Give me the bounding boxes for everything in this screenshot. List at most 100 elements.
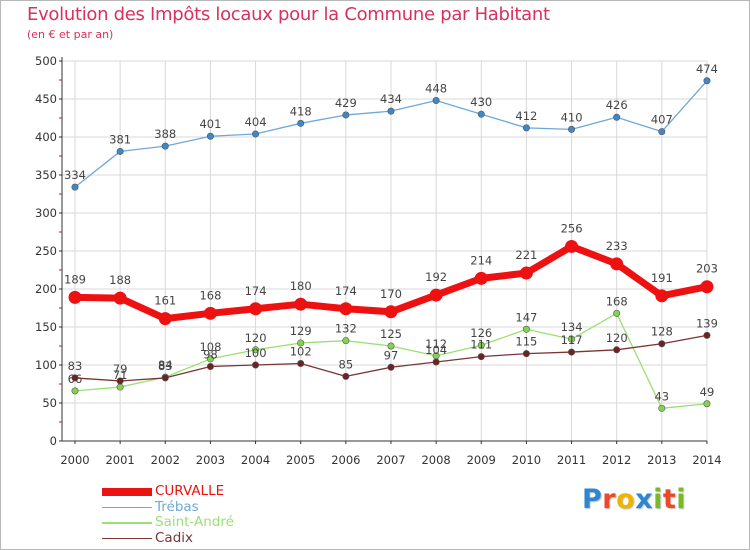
- data-label: 139: [696, 316, 718, 330]
- data-label: 129: [290, 324, 312, 338]
- data-label: 189: [64, 272, 86, 286]
- data-label: 407: [651, 113, 673, 127]
- data-point: [522, 350, 530, 358]
- x-tick-label: 2000: [60, 453, 89, 467]
- data-label: 174: [335, 284, 357, 298]
- data-point: [294, 297, 308, 311]
- data-point: [113, 291, 127, 305]
- data-point: [568, 335, 576, 343]
- data-label: 126: [470, 326, 492, 340]
- legend-label: CURVALLE: [155, 483, 225, 499]
- data-label: 97: [384, 348, 399, 362]
- data-label: 418: [290, 104, 312, 118]
- data-label: 84: [158, 358, 173, 372]
- data-label: 168: [199, 288, 221, 302]
- y-tick-label: 250: [35, 244, 57, 258]
- data-point: [339, 302, 353, 316]
- data-label: 404: [245, 115, 267, 129]
- x-tick-label: 2004: [241, 453, 270, 467]
- data-point: [161, 374, 169, 382]
- data-point: [297, 339, 305, 347]
- data-label: 214: [470, 253, 492, 267]
- legend-label: Trébas: [155, 498, 199, 515]
- data-label: 102: [290, 344, 312, 358]
- x-tick-label: 2007: [376, 453, 405, 467]
- legend-swatch: [102, 488, 152, 496]
- data-point: [71, 183, 79, 191]
- data-label: 256: [561, 221, 583, 235]
- data-point: [342, 337, 350, 345]
- data-label: 430: [470, 95, 492, 109]
- chart-subtitle: (en € et par an): [27, 28, 114, 41]
- logo-letter: x: [635, 484, 654, 515]
- data-point: [658, 340, 666, 348]
- y-tick-label: 50: [42, 396, 57, 410]
- legend-swatch: [102, 506, 152, 509]
- data-label: 108: [199, 340, 221, 354]
- data-label: 203: [696, 262, 718, 276]
- legend-label: Saint-André: [155, 514, 234, 530]
- legend-swatch: [102, 522, 152, 524]
- data-point: [432, 97, 440, 105]
- data-label: 426: [606, 98, 628, 112]
- data-label: 191: [651, 271, 673, 285]
- logo-letter: P: [582, 484, 603, 515]
- data-point: [477, 341, 485, 349]
- data-label: 170: [380, 287, 402, 301]
- data-label: 85: [339, 357, 354, 371]
- y-tick-label: 150: [35, 320, 57, 334]
- x-tick-label: 2003: [196, 453, 225, 467]
- data-point: [519, 266, 533, 280]
- legend-label: Cadix: [155, 529, 194, 546]
- data-point: [252, 346, 260, 354]
- data-label: 334: [64, 168, 86, 182]
- data-label: 161: [154, 294, 176, 308]
- data-point: [252, 361, 260, 369]
- data-label: 401: [199, 117, 221, 131]
- data-point: [658, 404, 666, 412]
- data-label: 434: [380, 92, 402, 106]
- data-point: [565, 239, 579, 253]
- x-tick-label: 2010: [512, 453, 541, 467]
- data-label: 188: [109, 273, 131, 287]
- y-tick-label: 450: [35, 92, 57, 106]
- chart-title: Evolution des Impôts locaux pour la Comm…: [27, 4, 550, 25]
- data-label: 412: [515, 109, 537, 123]
- data-label: 147: [515, 310, 537, 324]
- data-label: 474: [696, 62, 718, 76]
- data-label: 83: [68, 359, 83, 373]
- data-point: [613, 346, 621, 354]
- data-point: [297, 359, 305, 367]
- x-tick-label: 2013: [647, 453, 676, 467]
- data-point: [700, 280, 714, 294]
- data-point: [474, 271, 488, 285]
- data-point: [610, 257, 624, 271]
- data-point: [432, 358, 440, 366]
- data-label: 448: [425, 82, 447, 96]
- data-point: [342, 372, 350, 380]
- x-tick-label: 2001: [105, 453, 134, 467]
- data-point: [703, 331, 711, 339]
- y-tick-label: 0: [50, 434, 57, 448]
- data-point: [655, 289, 669, 303]
- data-label: 134: [561, 320, 583, 334]
- x-tick-label: 2005: [286, 453, 315, 467]
- data-point: [477, 353, 485, 361]
- y-tick-label: 350: [35, 168, 57, 182]
- data-point: [206, 355, 214, 363]
- data-point: [71, 374, 79, 382]
- y-tick-label: 400: [35, 130, 57, 144]
- data-label: 79: [113, 362, 128, 376]
- data-point: [568, 125, 576, 133]
- data-label: 128: [651, 325, 673, 339]
- data-point: [116, 383, 124, 391]
- data-point: [206, 132, 214, 140]
- data-label: 410: [561, 110, 583, 124]
- data-point: [71, 387, 79, 395]
- data-point: [342, 111, 350, 119]
- data-point: [658, 128, 666, 136]
- y-tick-label: 500: [35, 54, 57, 68]
- data-label: 104: [425, 343, 447, 357]
